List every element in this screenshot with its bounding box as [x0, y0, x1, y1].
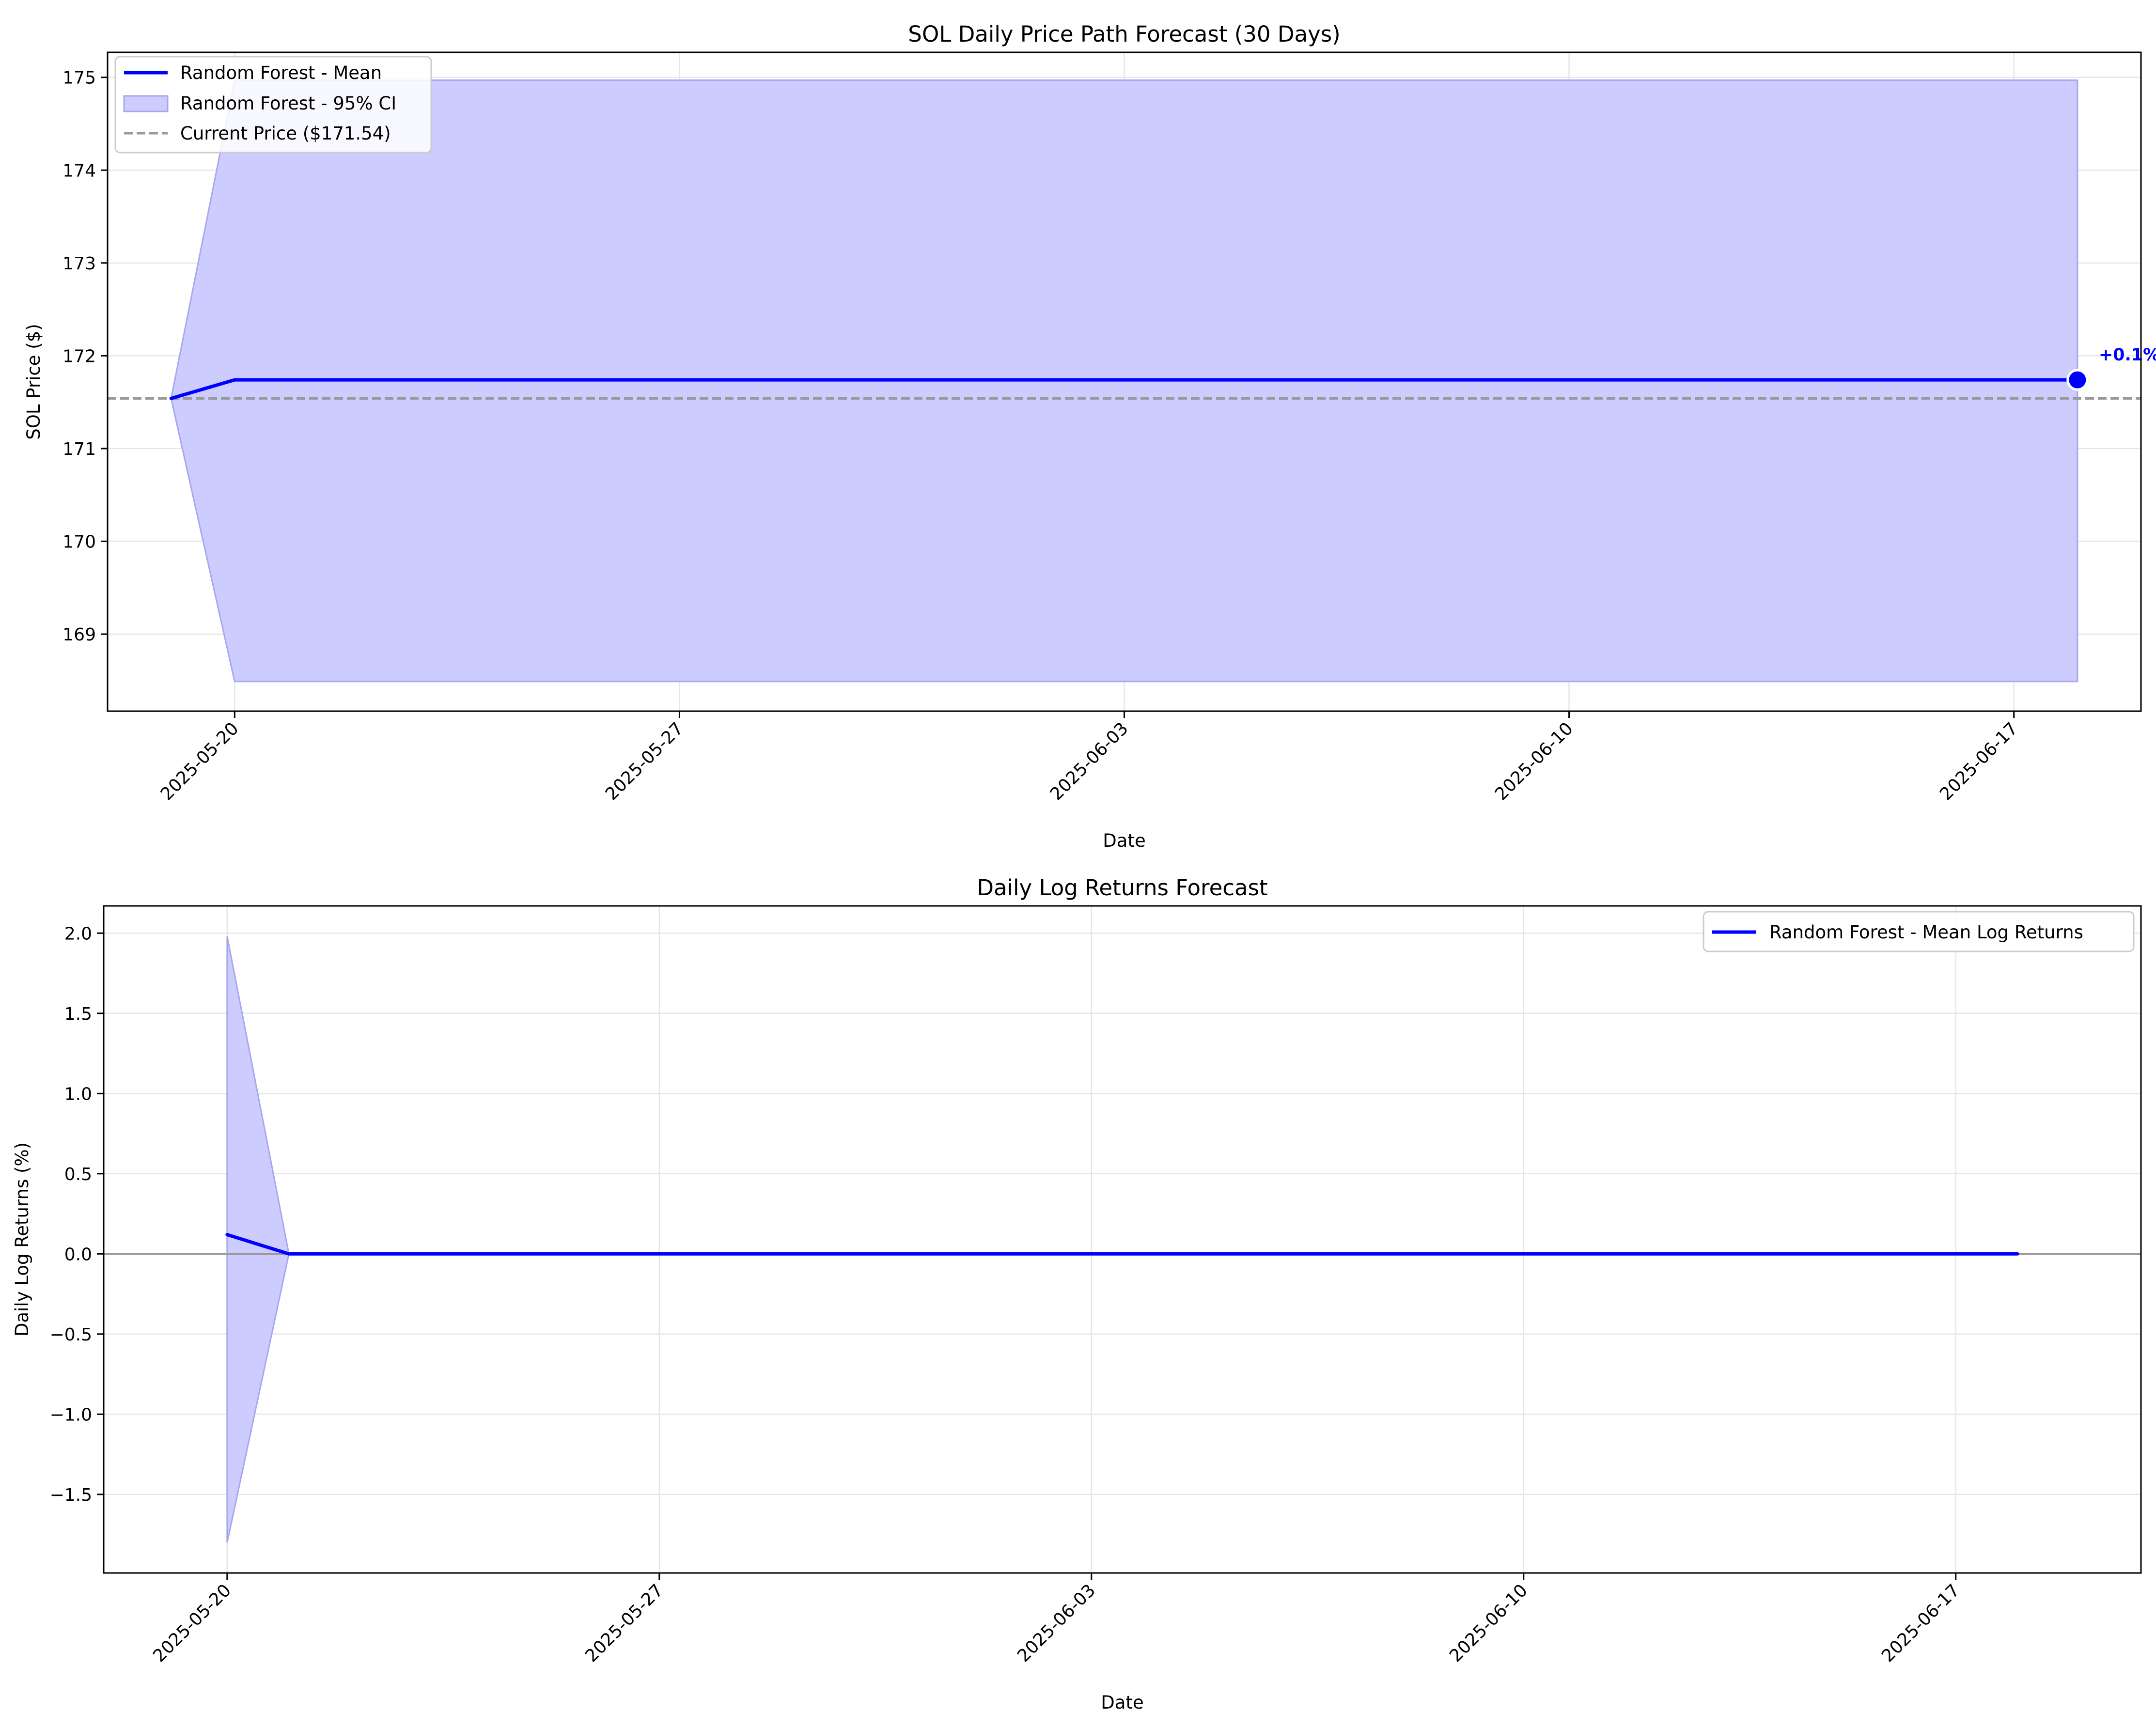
y-tick-label: −0.5 — [50, 1325, 92, 1345]
y-tick-label: 170 — [62, 532, 96, 552]
x-tick-label: 2025-06-10 — [1446, 1580, 1531, 1666]
legend-band-swatch — [123, 95, 169, 112]
legend: Random Forest - Mean Random Forest - 95% … — [114, 56, 432, 154]
returns-chart: 2025-05-20 2025-05-27 2025-06-03 2025-06-10… — [12, 875, 2142, 1713]
y-tick-label: 174 — [62, 161, 96, 181]
legend-box — [114, 56, 432, 154]
x-axis-label: Date — [1101, 1692, 1143, 1713]
confidence-band — [226, 936, 2018, 1543]
price-chart: +0.1% 2025-05-20 2025-05-27 2025-06-03 2025-… — [23, 21, 2156, 851]
y-tick-label: 2.0 — [64, 924, 92, 944]
x-axis-label: Date — [1103, 830, 1145, 851]
plot-frame — [103, 905, 2142, 1574]
y-tick-label: 173 — [62, 254, 96, 274]
mean-line — [169, 378, 2079, 400]
y-axis-label: Daily Log Returns (%) — [12, 1142, 32, 1337]
chart-title: SOL Daily Price Path Forecast (30 Days) — [908, 21, 1340, 47]
y-tick-label: 169 — [62, 625, 96, 645]
x-tick-label: 2025-05-20 — [157, 718, 243, 804]
x-tick-label: 2025-06-10 — [1491, 718, 1577, 804]
x-tick-label: 2025-06-03 — [1014, 1580, 1099, 1666]
x-tick-label: 2025-06-17 — [1878, 1580, 1964, 1666]
y-tick-label: 172 — [62, 346, 96, 366]
x-tick-label: 2025-05-27 — [581, 1580, 667, 1666]
x-tick-label: 2025-05-27 — [602, 718, 687, 804]
y-tick-label: −1.5 — [50, 1485, 92, 1505]
y-axis-label: SOL Price ($) — [23, 324, 44, 439]
chart-title: Daily Log Returns Forecast — [977, 875, 1267, 901]
y-tick-label: 0.5 — [64, 1165, 92, 1184]
mean-line — [225, 1233, 2019, 1256]
y-tick-label: 175 — [62, 68, 96, 88]
x-tick-label: 2025-05-20 — [149, 1580, 235, 1666]
y-tick-label: −1.0 — [50, 1405, 92, 1425]
legend-current-price-label: Current Price ($171.54) — [180, 123, 391, 144]
legend-box — [1703, 911, 2135, 952]
end-point-marker — [2066, 369, 2089, 391]
x-tick-label: 2025-06-17 — [1936, 718, 2022, 804]
y-tick-label: 171 — [62, 439, 96, 459]
legend-mean-label: Random Forest - Mean Log Returns — [1769, 922, 2083, 943]
legend-mean-label: Random Forest - Mean — [180, 62, 382, 83]
x-tick-label: 2025-06-03 — [1047, 718, 1132, 804]
end-point-annotation: +0.1% — [2099, 345, 2156, 365]
legend-band-label: Random Forest - 95% CI — [180, 93, 396, 114]
y-tick-label: 1.0 — [64, 1084, 92, 1104]
y-tick-label: 0.0 — [64, 1245, 92, 1264]
legend: Random Forest - Mean Log Returns — [1703, 911, 2135, 952]
y-tick-label: 1.5 — [64, 1004, 92, 1024]
